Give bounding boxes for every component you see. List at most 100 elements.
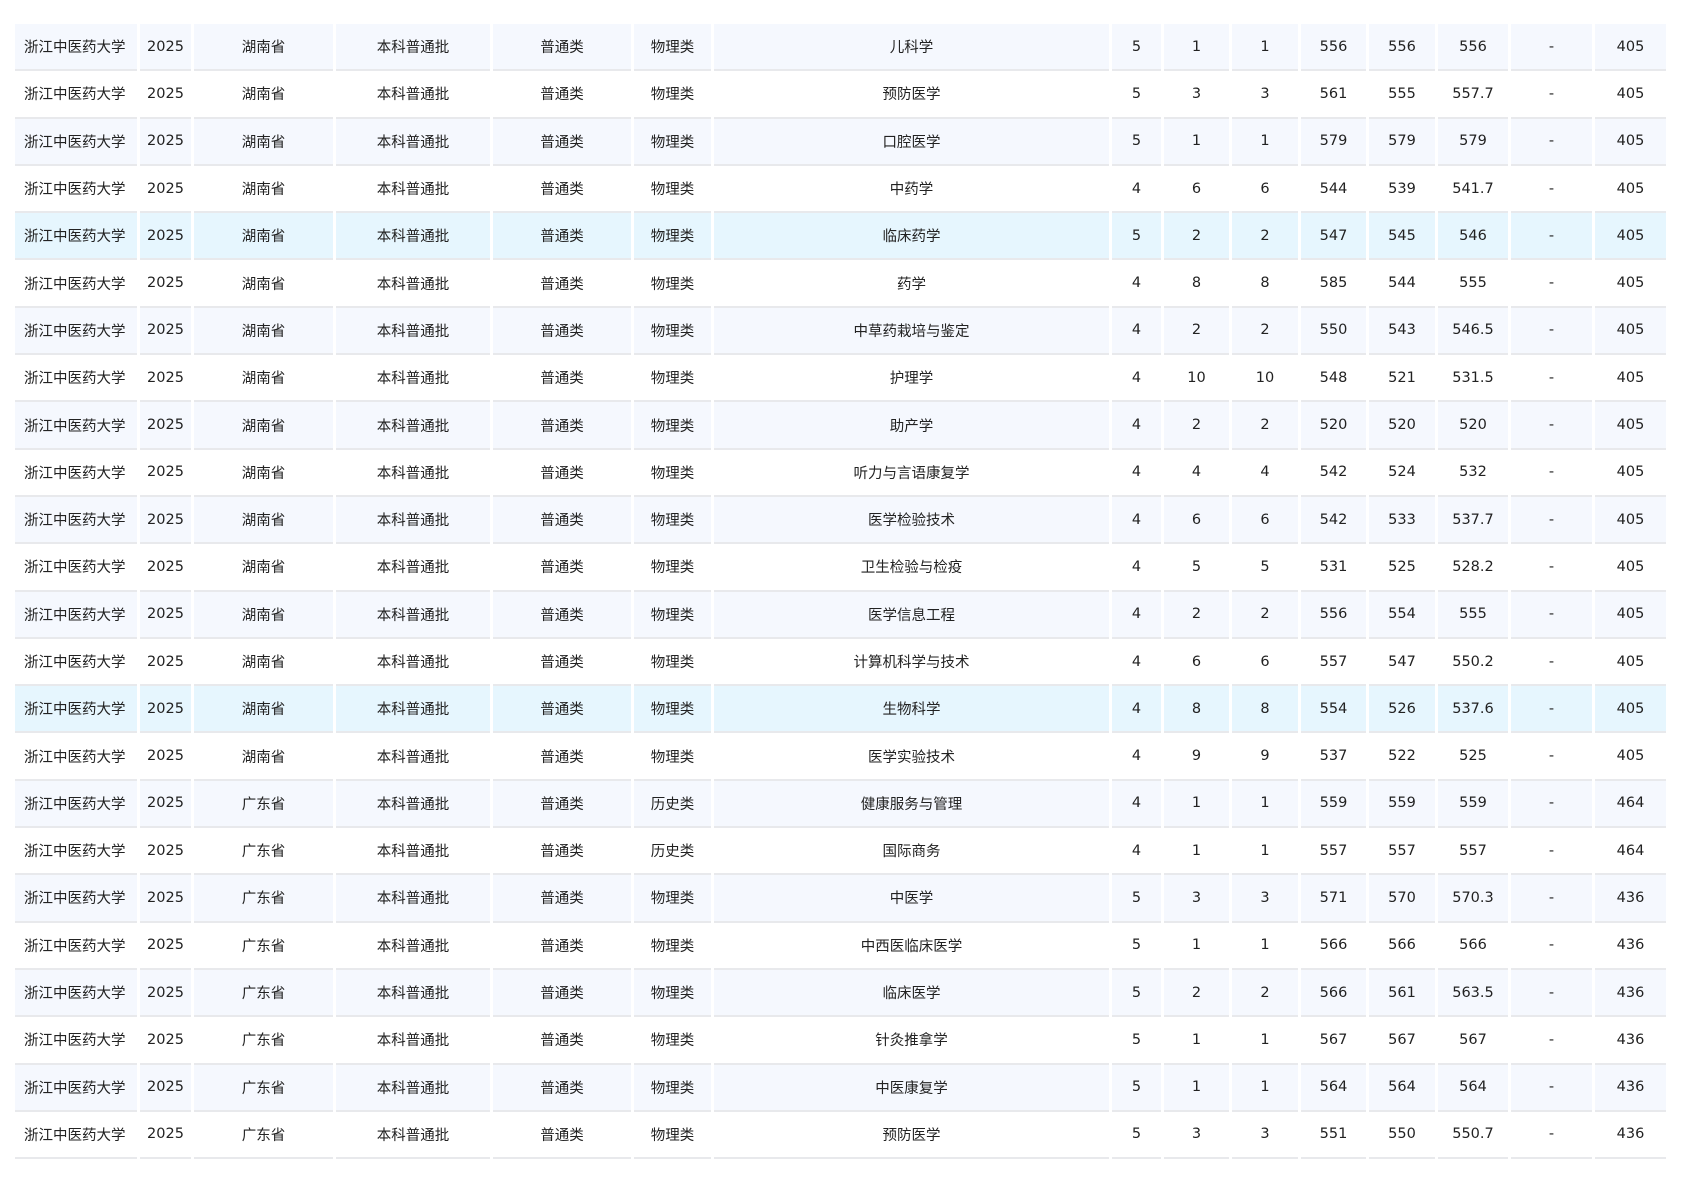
cell-plan-count: 1: [1164, 923, 1229, 970]
cell-year: 2025: [140, 355, 191, 403]
table-row[interactable]: 浙江中医药大学 2025 湖南省 本科普通批 普通类 物理类 儿科学 5 1 1 556 556 556…: [15, 24, 1668, 72]
cell-admitted-count: 1: [1232, 24, 1298, 72]
cell-plan-count: 2: [1164, 402, 1229, 450]
cell-subject-type: 物理类: [634, 1064, 711, 1112]
cell-batch: 本科普通批: [336, 686, 490, 734]
cell-duration: 4: [1112, 355, 1161, 403]
cell-major: 医学实验技术: [714, 733, 1109, 781]
table-row[interactable]: 浙江中医药大学 2025 湖南省 本科普通批 普通类 物理类 药学 4 8 8 585 544 555-…: [15, 260, 1668, 308]
cell-batch: 本科普通批: [336, 1017, 490, 1065]
cell-avg-score: 555: [1438, 260, 1508, 308]
table-row[interactable]: 浙江中医药大学 2025 湖南省 本科普通批 普通类 物理类 助产学 4 2 2 520 520 520…: [15, 402, 1668, 450]
cell-avg-score: 537.6: [1438, 686, 1508, 734]
cell-admitted-count: 6: [1232, 166, 1298, 214]
cell-province: 湖南省: [194, 71, 333, 119]
cell-major: 临床药学: [714, 213, 1109, 261]
cell-control-line: 405: [1595, 118, 1666, 166]
cell-year: 2025: [140, 969, 191, 1018]
cell-admitted-count: 2: [1232, 213, 1298, 261]
cell-admitted-count: 6: [1232, 496, 1298, 545]
cell-category: 普通类: [493, 118, 631, 166]
table-row[interactable]: 浙江中医药大学 2025 广东省 本科普通批 普通类 历史类 国际商务 4 1 1 557 557 55…: [15, 828, 1668, 876]
table-row[interactable]: 浙江中医药大学 2025 湖南省 本科普通批 普通类 物理类 预防医学 5 3 3 561 555 55…: [15, 71, 1668, 119]
cell-plan-count: 4: [1164, 450, 1229, 497]
table-row[interactable]: 浙江中医药大学 2025 湖南省 本科普通批 普通类 物理类 计算机科学与技术 4 6 6 557 5…: [15, 639, 1668, 687]
cell-province: 湖南省: [194, 733, 333, 781]
cell-batch: 本科普通批: [336, 780, 490, 829]
cell-plan-count: 2: [1164, 969, 1229, 1018]
cell-min-rank: -: [1511, 828, 1592, 876]
cell-min-score: 559: [1369, 780, 1435, 829]
cell-duration: 4: [1112, 686, 1161, 734]
cell-min-rank: -: [1511, 450, 1592, 497]
cell-category: 普通类: [493, 1112, 631, 1160]
cell-major: 医学检验技术: [714, 496, 1109, 545]
cell-batch: 本科普通批: [336, 260, 490, 308]
cell-major: 针灸推拿学: [714, 1017, 1109, 1065]
table-row[interactable]: 浙江中医药大学 2025 湖南省 本科普通批 普通类 物理类 生物科学 4 8 8 554 526 53…: [15, 686, 1668, 734]
cell-plan-count: 6: [1164, 166, 1229, 214]
cell-min-score: 520: [1369, 402, 1435, 450]
cell-duration: 5: [1112, 875, 1161, 923]
cell-category: 普通类: [493, 828, 631, 876]
table-row[interactable]: 浙江中医药大学 2025 广东省 本科普通批 普通类 物理类 预防医学 5 3 3 551 550 55…: [15, 1112, 1668, 1160]
cell-admitted-count: 2: [1232, 591, 1298, 639]
cell-subject-type: 物理类: [634, 923, 711, 970]
table-row[interactable]: 浙江中医药大学 2025 湖南省 本科普通批 普通类 物理类 中药学 4 6 6 544 539 541…: [15, 166, 1668, 214]
cell-min-rank: -: [1511, 213, 1592, 261]
cell-min-rank: -: [1511, 733, 1592, 781]
cell-school: 浙江中医药大学: [15, 544, 137, 592]
cell-major: 药学: [714, 260, 1109, 308]
cell-subject-type: 物理类: [634, 402, 711, 450]
cell-category: 普通类: [493, 496, 631, 545]
cell-plan-count: 2: [1164, 213, 1229, 261]
cell-control-line: 405: [1595, 686, 1666, 734]
cell-avg-score: 555: [1438, 591, 1508, 639]
cell-category: 普通类: [493, 923, 631, 970]
cell-school: 浙江中医药大学: [15, 969, 137, 1018]
table-row[interactable]: 浙江中医药大学 2025 湖南省 本科普通批 普通类 物理类 护理学 4 10 10 548 521 5…: [15, 355, 1668, 403]
table-row[interactable]: 浙江中医药大学 2025 广东省 本科普通批 普通类 物理类 中医学 5 3 3 571 570 570…: [15, 875, 1668, 923]
table-row[interactable]: 浙江中医药大学 2025 湖南省 本科普通批 普通类 物理类 医学实验技术 4 9 9 537 522…: [15, 733, 1668, 781]
table-row[interactable]: 浙江中医药大学 2025 广东省 本科普通批 普通类 物理类 临床医学 5 2 2 566 561 56…: [15, 969, 1668, 1018]
cell-year: 2025: [140, 686, 191, 734]
table-row[interactable]: 浙江中医药大学 2025 广东省 本科普通批 普通类 物理类 针灸推拿学 5 1 1 567 567 5…: [15, 1017, 1668, 1065]
cell-max-score: 556: [1301, 591, 1366, 639]
cell-plan-count: 6: [1164, 639, 1229, 687]
cell-plan-count: 3: [1164, 1112, 1229, 1160]
table-row[interactable]: 浙江中医药大学 2025 湖南省 本科普通批 普通类 物理类 临床药学 5 2 2 547 545 54…: [15, 213, 1668, 261]
cell-subject-type: 历史类: [634, 780, 711, 829]
table-row[interactable]: 浙江中医药大学 2025 湖南省 本科普通批 普通类 物理类 中草药栽培与鉴定 4 2 2 550 5…: [15, 307, 1668, 356]
cell-category: 普通类: [493, 1064, 631, 1112]
cell-max-score: 571: [1301, 875, 1366, 923]
table-row[interactable]: 浙江中医药大学 2025 广东省 本科普通批 普通类 物理类 中医康复学 5 1 1 564 564 5…: [15, 1064, 1668, 1112]
cell-subject-type: 物理类: [634, 355, 711, 403]
cell-school: 浙江中医药大学: [15, 355, 137, 403]
cell-batch: 本科普通批: [336, 213, 490, 261]
cell-subject-type: 物理类: [634, 496, 711, 545]
cell-admitted-count: 8: [1232, 260, 1298, 308]
cell-plan-count: 6: [1164, 496, 1229, 545]
cell-category: 普通类: [493, 402, 631, 450]
table-row[interactable]: 浙江中医药大学 2025 湖南省 本科普通批 普通类 物理类 口腔医学 5 1 1 579 579 57…: [15, 118, 1668, 166]
cell-year: 2025: [140, 450, 191, 497]
table-row[interactable]: 浙江中医药大学 2025 广东省 本科普通批 普通类 物理类 中西医临床医学 5 1 1 566 56…: [15, 923, 1668, 970]
table-row[interactable]: 浙江中医药大学 2025 湖南省 本科普通批 普通类 物理类 卫生检验与检疫 4 5 5 531 52…: [15, 544, 1668, 592]
cell-year: 2025: [140, 71, 191, 119]
cell-major: 中西医临床医学: [714, 923, 1109, 970]
cell-admitted-count: 2: [1232, 402, 1298, 450]
table-row[interactable]: 浙江中医药大学 2025 湖南省 本科普通批 普通类 物理类 医学检验技术 4 6 6 542 533…: [15, 496, 1668, 545]
cell-plan-count: 2: [1164, 307, 1229, 356]
cell-min-rank: -: [1511, 307, 1592, 356]
cell-category: 普通类: [493, 733, 631, 781]
table-row[interactable]: 浙江中医药大学 2025 湖南省 本科普通批 普通类 物理类 医学信息工程 4 2 2 556 554…: [15, 591, 1668, 639]
cell-major: 听力与言语康复学: [714, 450, 1109, 497]
cell-duration: 5: [1112, 118, 1161, 166]
table-row[interactable]: 浙江中医药大学 2025 广东省 本科普通批 普通类 历史类 健康服务与管理 4 1 1 559 55…: [15, 780, 1668, 829]
cell-admitted-count: 1: [1232, 828, 1298, 876]
cell-control-line: 405: [1595, 450, 1666, 497]
cell-plan-count: 8: [1164, 260, 1229, 308]
cell-school: 浙江中医药大学: [15, 166, 137, 214]
cell-province: 广东省: [194, 1064, 333, 1112]
table-row[interactable]: 浙江中医药大学 2025 湖南省 本科普通批 普通类 物理类 听力与言语康复学 4 4 4 542 5…: [15, 450, 1668, 497]
